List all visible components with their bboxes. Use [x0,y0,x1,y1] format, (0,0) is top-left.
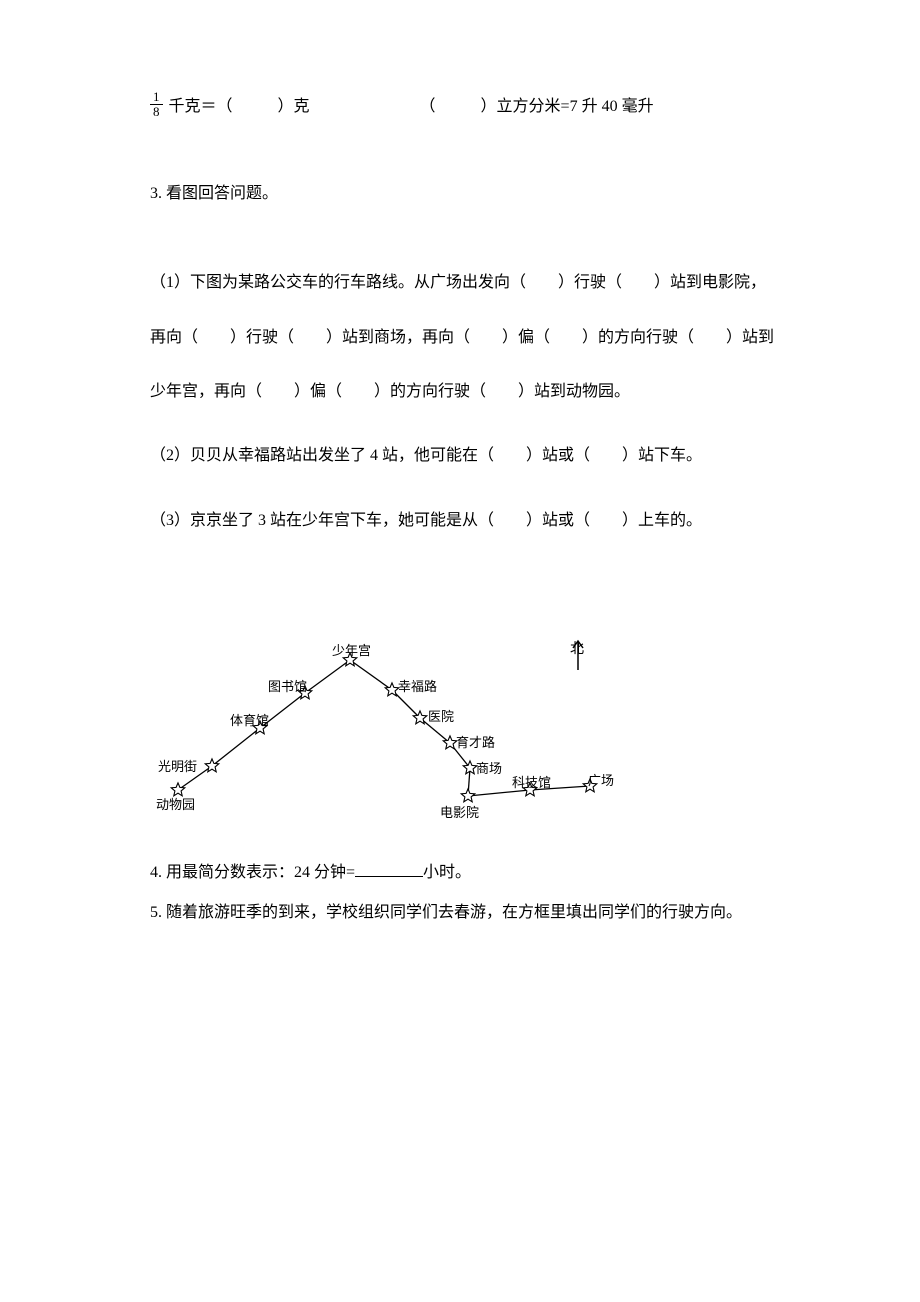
convert-left-b: ）克 [278,92,310,116]
bus-route-diagram: 北 动物园 光明街 体育馆 图书馆 少年宫幸福路医院育才路商场电影院 科技馆 广场 [150,598,620,828]
q4-blank [355,860,423,877]
convert-right-a: （ [420,92,436,116]
unit-conversion-row: 1 8 千克＝（ ）克 （ ）立方分米=7 升 40 毫升 [150,90,780,118]
q3-title: 3. 看图回答问题。 [150,178,780,210]
fraction-one-eighth: 1 8 [150,90,163,118]
north-arrow-icon [570,638,586,672]
question-4: 4. 用最简分数表示：24 分钟= 小时。 [150,858,780,888]
station-label: 体育馆 [230,710,269,729]
station-label: 光明街 [158,756,197,775]
station-label: 图书馆 [268,676,307,695]
station-label: 育才路 [456,732,495,751]
q3-part2: （2）贝贝从幸福路站出发坐了 4 站，他可能在（ ）站或（ ）站下车。 [150,429,780,483]
station-label: 少年宫 [332,640,371,659]
station-label: 医院 [428,706,454,725]
convert-right-b: ）立方分米=7 升 40 毫升 [481,92,654,116]
convert-left-a: 千克＝（ [169,92,233,116]
fraction-denominator: 8 [150,104,163,119]
station-label: 幸福路 [398,676,437,695]
north-indicator: 北 [570,638,584,658]
station-label: 商场 [476,758,502,777]
station-label: 科技馆 [512,772,551,791]
q4-text-a: 4. 用最简分数表示：24 分钟= [150,864,355,881]
station-label: 电影院 [440,802,479,821]
station-label: 动物园 [156,794,195,813]
station-star-icon [443,736,457,749]
q3-part1: （1）下图为某路公交车的行车路线。从广场出发向（ ）行驶（ ）站到电影院，再向（… [150,256,780,419]
fraction-numerator: 1 [150,90,163,104]
question-5: 5. 随着旅游旺季的到来，学校组织同学们去春游，在方框里填出同学们的行驶方向。 [150,895,780,932]
station-star-icon [461,789,475,802]
q3-part3: （3）京京坐了 3 站在少年宫下车，她可能是从（ ）站或（ ）上车的。 [150,494,780,548]
question-3: 3. 看图回答问题。 （1）下图为某路公交车的行车路线。从广场出发向（ ）行驶（… [150,178,780,548]
station-label: 广场 [588,770,614,789]
route-svg [150,598,620,828]
q4-text-b: 小时。 [423,864,471,881]
